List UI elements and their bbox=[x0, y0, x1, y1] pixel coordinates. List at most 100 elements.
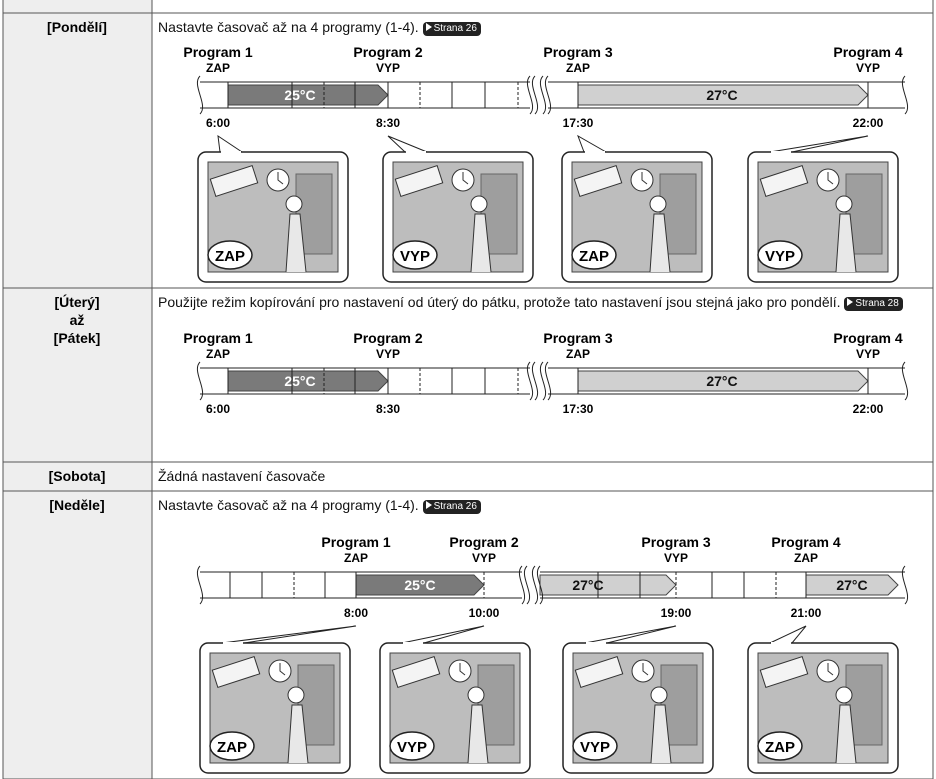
cell-text: Žádná nastavení časovače bbox=[158, 465, 928, 487]
page-link[interactable]: Strana 28 bbox=[844, 297, 903, 311]
arrow-icon bbox=[847, 298, 854, 306]
temperature: 25°C bbox=[284, 373, 315, 389]
cell-text: Použijte režim kopírování pro nastavení … bbox=[158, 291, 928, 313]
instruction: Použijte režim kopírování pro nastavení … bbox=[158, 294, 841, 310]
person-body bbox=[835, 213, 857, 273]
person-head bbox=[287, 686, 305, 704]
program-state: VYP bbox=[856, 347, 880, 361]
bar-break bbox=[536, 565, 544, 605]
program-state: ZAP bbox=[344, 551, 368, 565]
program-time: 19:00 bbox=[661, 606, 692, 620]
day-label: [Úterý] bbox=[54, 293, 99, 310]
mode-badge bbox=[209, 731, 255, 761]
clock-hands bbox=[462, 172, 469, 185]
temperature-arrow bbox=[539, 574, 677, 596]
person-body bbox=[649, 213, 671, 273]
bar-break bbox=[518, 565, 526, 605]
program-name: Program 4 bbox=[771, 534, 840, 550]
program-state: ZAP bbox=[566, 347, 590, 361]
clock-hands bbox=[827, 172, 834, 185]
mode-badge bbox=[389, 731, 435, 761]
mode-label: VYP bbox=[765, 248, 795, 265]
bar-break bbox=[531, 565, 539, 605]
bar-end bbox=[196, 565, 204, 605]
bar-end bbox=[196, 361, 204, 401]
person-body bbox=[835, 704, 857, 764]
link-text: Strana 28 bbox=[855, 298, 899, 309]
temperature: 27°C bbox=[572, 577, 603, 593]
mode-badge bbox=[571, 240, 617, 270]
person-head bbox=[835, 195, 853, 213]
program-name: Program 2 bbox=[449, 534, 518, 550]
day-label: [Pátek] bbox=[54, 330, 101, 346]
callout bbox=[221, 625, 357, 644]
clock-hands bbox=[641, 172, 648, 185]
air-conditioner bbox=[211, 656, 261, 688]
mode-badge bbox=[207, 240, 253, 270]
page-link[interactable]: Strana 26 bbox=[422, 500, 481, 514]
link-text: Strana 26 bbox=[433, 501, 477, 512]
callout bbox=[584, 625, 677, 644]
bar-end bbox=[901, 75, 909, 115]
program-time: 21:00 bbox=[791, 606, 822, 620]
program-state: ZAP bbox=[566, 61, 590, 75]
air-conditioner bbox=[394, 165, 444, 197]
person-head bbox=[649, 195, 667, 213]
bar-break bbox=[539, 75, 547, 115]
person-head bbox=[835, 686, 853, 704]
clock-hands bbox=[459, 663, 466, 676]
mode-label: VYP bbox=[400, 248, 430, 265]
day-label: [Sobota] bbox=[49, 468, 106, 484]
page-link[interactable]: Strana 26 bbox=[422, 22, 481, 36]
bar-break bbox=[526, 75, 534, 115]
air-conditioner bbox=[391, 656, 441, 688]
program-state: VYP bbox=[664, 551, 688, 565]
program-time: 6:00 bbox=[206, 402, 230, 416]
program-state: VYP bbox=[376, 61, 400, 75]
mode-label: VYP bbox=[397, 739, 427, 756]
bar-break bbox=[531, 75, 539, 115]
program-name: Program 3 bbox=[543, 330, 612, 346]
program-time: 8:30 bbox=[376, 402, 400, 416]
program-name: Program 4 bbox=[833, 44, 902, 60]
bar-end bbox=[901, 361, 909, 401]
day-column bbox=[3, 0, 152, 779]
person-head bbox=[470, 195, 488, 213]
day-label: [Pondělí] bbox=[47, 19, 107, 35]
person-body bbox=[467, 704, 489, 764]
program-name: Program 3 bbox=[543, 44, 612, 60]
temperature: 25°C bbox=[404, 577, 435, 593]
clock-hands bbox=[827, 663, 834, 676]
bar-break bbox=[544, 361, 552, 401]
temperature: 25°C bbox=[284, 87, 315, 103]
callout bbox=[217, 134, 243, 153]
bar-end bbox=[901, 565, 909, 605]
program-name: Program 1 bbox=[183, 44, 252, 60]
callout bbox=[387, 135, 428, 153]
air-conditioner bbox=[759, 656, 809, 688]
instruction: Žádná nastavení časovače bbox=[158, 468, 326, 484]
person-head bbox=[467, 686, 485, 704]
person-head bbox=[650, 686, 668, 704]
air-conditioner bbox=[573, 165, 623, 197]
bar-break bbox=[539, 361, 547, 401]
day-label: [Neděle] bbox=[49, 497, 104, 513]
arrow-icon bbox=[425, 23, 432, 31]
clock-hands bbox=[277, 172, 284, 185]
person-head bbox=[285, 195, 303, 213]
clock-hands bbox=[642, 663, 649, 676]
program-time: 17:30 bbox=[563, 116, 594, 130]
program-state: ZAP bbox=[794, 551, 818, 565]
mode-badge bbox=[572, 731, 618, 761]
program-name: Program 1 bbox=[183, 330, 252, 346]
program-state: ZAP bbox=[206, 347, 230, 361]
program-time: 10:00 bbox=[469, 606, 500, 620]
program-name: Program 2 bbox=[353, 44, 422, 60]
temperature: 27°C bbox=[706, 373, 737, 389]
callout bbox=[769, 625, 807, 644]
mode-label: ZAP bbox=[217, 739, 247, 756]
program-state: VYP bbox=[376, 347, 400, 361]
program-time: 17:30 bbox=[563, 402, 594, 416]
program-time: 8:00 bbox=[344, 606, 368, 620]
